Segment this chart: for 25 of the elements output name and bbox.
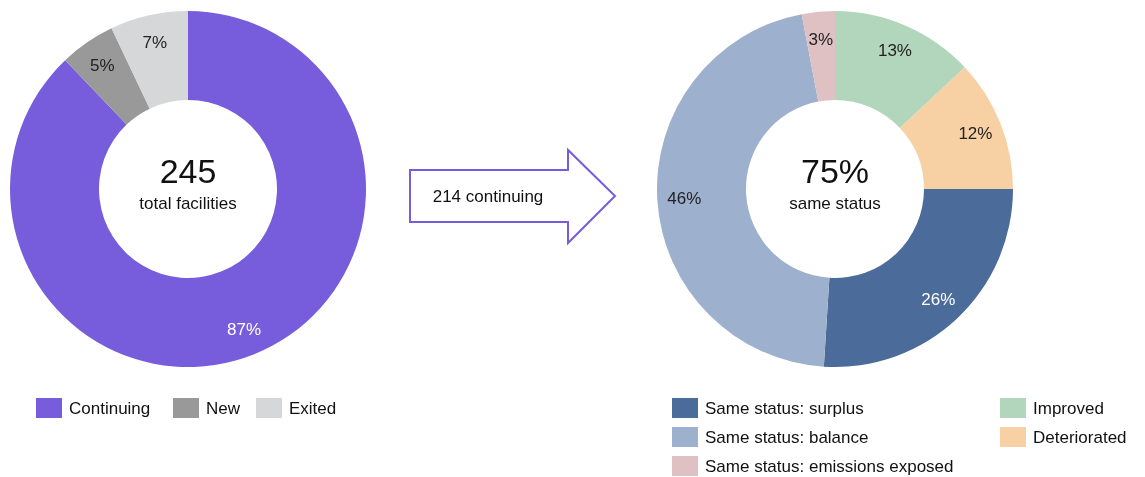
text: same status xyxy=(789,194,881,213)
legend-label: Same status: balance xyxy=(705,427,869,447)
legend-label: Continuing xyxy=(69,398,151,418)
donut-slice xyxy=(10,11,366,367)
legend-label: Exited xyxy=(289,398,337,418)
legend-label: Deteriorated xyxy=(1033,427,1127,447)
legend-label: New xyxy=(206,398,241,418)
text: total facilities xyxy=(139,194,237,213)
text: 75% xyxy=(800,152,870,190)
legend-label: Same status: surplus xyxy=(705,398,864,418)
legend-label: Improved xyxy=(1033,398,1104,418)
text: 245 xyxy=(159,152,217,190)
donut-slice xyxy=(899,67,1013,189)
donut-slice xyxy=(835,11,965,129)
data-label: 5% xyxy=(90,55,115,75)
donut-slice xyxy=(801,11,835,102)
data-label: 12% xyxy=(958,124,993,144)
data-label: 46% xyxy=(667,189,702,209)
data-label: 7% xyxy=(142,32,168,52)
data-label: 26% xyxy=(921,290,956,310)
legend-label: Same status: emissions exposed xyxy=(705,456,954,476)
data-label: 3% xyxy=(808,29,834,49)
text: 214 continuing xyxy=(432,186,544,206)
data-label: 13% xyxy=(877,41,912,61)
data-label: 87% xyxy=(227,320,262,340)
